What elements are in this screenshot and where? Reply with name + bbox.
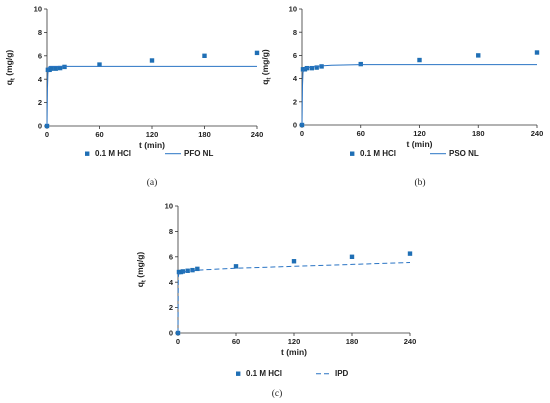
data-point	[49, 66, 54, 71]
x-tick-label: 120	[413, 129, 426, 138]
y-tick-label: 4	[169, 278, 174, 287]
y-tick-label: 10	[34, 5, 42, 14]
y-tick-label: 6	[38, 51, 42, 60]
y-tick-label: 2	[169, 303, 173, 312]
data-point	[309, 65, 314, 71]
data-point	[185, 268, 190, 273]
legend-label: 0.1 M HCl	[360, 149, 396, 158]
y-tick-label: 4	[293, 74, 298, 83]
x-tick-label: 180	[472, 129, 485, 138]
y-tick-label: 4	[38, 75, 43, 84]
legend-label: IPD	[335, 369, 349, 378]
data-point	[476, 53, 481, 58]
data-point	[358, 61, 363, 67]
y-tick-label: 0	[293, 121, 297, 130]
x-tick-label: 120	[288, 337, 301, 346]
x-tick-label: 240	[404, 337, 417, 346]
y-tick-label: 6	[293, 51, 297, 60]
data-point	[319, 64, 324, 69]
data-point	[254, 50, 260, 56]
data-point	[291, 259, 297, 264]
legend-marker	[85, 151, 90, 156]
x-tick-label: 60	[232, 337, 240, 346]
data-point	[190, 267, 195, 273]
legend-label: PFO NL	[184, 149, 213, 158]
x-tick-label: 180	[198, 130, 211, 139]
y-tick-label: 6	[169, 252, 173, 261]
y-tick-label: 2	[293, 97, 297, 106]
y-tick-label: 0	[169, 329, 173, 338]
x-tick-label: 240	[531, 129, 544, 138]
x-tick-label: 0	[300, 129, 304, 138]
x-tick-label: 120	[146, 130, 159, 139]
series-line-pfo-nl	[46, 65, 257, 127]
y-tick-label: 8	[169, 227, 173, 236]
x-tick-label: 0	[176, 337, 180, 346]
panel-caption: (a)	[147, 177, 158, 188]
y-tick-label: 2	[38, 98, 42, 107]
chart-panel-1: 0 2 4 6 8 10 0 60 120 180 240 t (min) qt (mg/g) 0.1 M…	[4, 5, 263, 188]
data-point	[233, 264, 239, 269]
data-point	[62, 64, 67, 70]
x-tick-label: 180	[346, 337, 359, 346]
x-tick-label: 240	[251, 130, 264, 139]
legend-label: 0.1 M HCl	[246, 369, 282, 378]
x-axis-label: t (min)	[281, 347, 307, 357]
chart-panel-2: 0 2 4 6 8 10 0 60 120 180 240 t (min) qt (mg/g) 0.1 M…	[260, 5, 543, 188]
panel-caption: (b)	[414, 177, 425, 188]
data-point	[314, 65, 319, 70]
x-tick-label: 60	[357, 129, 365, 138]
data-point	[180, 269, 186, 274]
data-point	[97, 62, 102, 67]
legend-marker	[350, 151, 355, 156]
x-axis-label: t (min)	[407, 139, 433, 149]
data-point	[304, 65, 310, 71]
data-point	[149, 58, 155, 63]
y-axis-label: qt (mg/g)	[4, 50, 17, 86]
y-axis-label: qt (mg/g)	[135, 252, 148, 288]
data-point	[202, 53, 207, 58]
data-point	[349, 254, 355, 259]
data-point	[195, 266, 200, 272]
legend-label: 0.1 M HCl	[95, 149, 131, 158]
x-axis-label: t (min)	[139, 140, 165, 150]
series-line-ipd	[177, 262, 411, 334]
panel-caption: (c)	[272, 388, 283, 399]
x-tick-label: 60	[95, 130, 103, 139]
legend-label: PSO NL	[449, 149, 479, 158]
legend-marker	[236, 371, 241, 376]
data-point	[53, 66, 58, 71]
series-line-pso-nl	[301, 64, 537, 126]
chart-panel-3: 0 2 4 6 8 10 0 60 120 180 240 t (min) qt (mg/g) 0.1 M…	[135, 202, 416, 399]
y-tick-label: 10	[165, 202, 173, 211]
y-tick-label: 0	[38, 122, 42, 131]
x-tick-label: 0	[45, 130, 49, 139]
y-tick-label: 10	[289, 5, 297, 14]
y-axis-label: qt (mg/g)	[260, 49, 273, 85]
data-point	[57, 65, 63, 71]
y-tick-label: 8	[38, 28, 42, 37]
data-point	[407, 251, 413, 256]
data-point	[417, 57, 422, 63]
data-point	[534, 50, 540, 55]
y-tick-label: 8	[293, 28, 297, 37]
